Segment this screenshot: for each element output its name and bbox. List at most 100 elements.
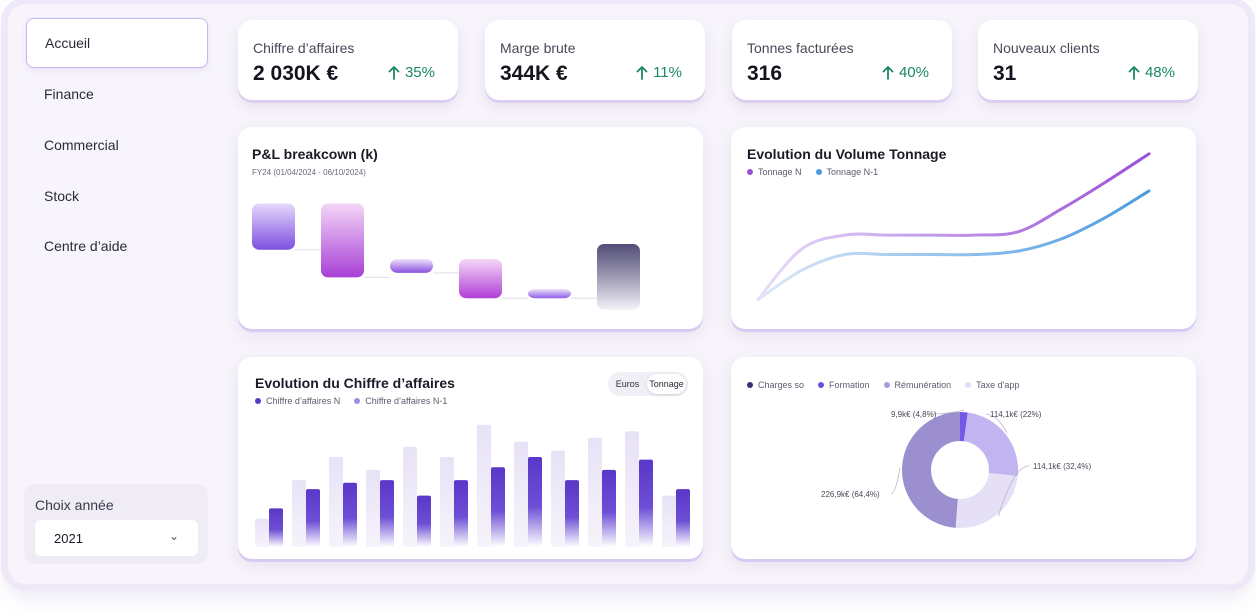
bar-revenue-n [676,489,690,547]
legend-dot [747,169,753,175]
sidebar-item-label: Finance [44,86,94,102]
kpi-trend-value: 48% [1144,64,1175,81]
arrow-up-icon [636,65,648,80]
donut-label-leader [930,409,965,415]
kpi-value: 2 030K € [253,62,339,85]
bar-revenue-n [639,459,653,547]
series-line-tonnage-n [756,152,1151,302]
kpi-label: Chiffre d’affaires [253,40,355,56]
waterfall-bar [459,258,502,299]
bar-revenue-n1 [366,469,380,547]
bar-revenue-n1 [292,480,306,547]
legend-item: Tonnage N [747,167,802,177]
kpi-trend: 40% [882,64,929,81]
bar-revenue-n1 [403,446,417,547]
arrow-up-icon [388,65,400,80]
year-select-value: 2021 [54,530,83,546]
legend-label: Rémunération [894,380,952,390]
chart-title: Evolution du Chiffre d’affaires [255,375,455,391]
waterfall-bar [252,203,295,250]
donut-slice-label: 9,9k€ (4,8%) [891,410,937,419]
bar-revenue-n1 [588,437,602,547]
legend-label: Tonnage N [758,167,802,177]
bar-revenue-n1 [662,495,676,547]
donut-slice [963,412,1018,477]
kpi-label: Nouveaux clients [993,40,1100,56]
donut-slice-label: 226,9k€ (64,4%) [821,490,880,499]
kpi-trend: 11% [636,64,682,81]
bar-revenue-n1 [514,441,528,547]
legend-item: Chiffre d’affaires N-1 [354,396,447,406]
bar-revenue-n [380,480,394,547]
legend-label: Chiffre d’affaires N [266,396,341,406]
bar-revenue-n1 [329,457,343,547]
legend-item: Chiffre d’affaires N [255,396,340,406]
legend-item: Tonnage N-1 [815,167,879,177]
arrow-up-icon [1128,65,1140,80]
kpi-trend-value: 11% [653,64,682,81]
donut-slice [960,412,968,442]
pl-breakdown-card: P&L breakcown (k) FY24 (01/04/2024 - 06/… [238,127,703,329]
bar-revenue-n [306,489,320,547]
waterfall-bar [390,258,433,273]
sidebar-item-finance[interactable]: Finance [26,69,208,119]
charges-donut-chart: 226,9k€ (64,4%) 9,9k€ (4,8%) 114,1k€ (22%)… [821,409,1091,528]
bar-revenue-n [269,508,283,547]
chart-legend: Tonnage N Tonnage N-1 [747,167,878,177]
year-picker-panel: Choix année 2021 ⌄ [24,484,208,564]
chart-legend: Charges so Formation Rémunération Taxe d… [747,380,1019,390]
bar-revenue-n1 [625,431,639,547]
bar-revenue-n [417,495,431,547]
bar-revenue-n1 [551,450,565,547]
bar-revenue-n1 [255,518,269,547]
legend-label: Formation [829,380,870,390]
year-picker-label: Choix année [35,497,114,513]
legend-label: Tonnage N-1 [826,167,879,177]
year-select[interactable]: 2021 ⌄ [35,520,198,556]
sidebar-item-label: Commercial [44,137,119,153]
kpi-value: 316 [747,62,783,85]
series-line-tonnage-n1 [756,189,1151,302]
bar-revenue-n [343,482,357,547]
sidebar-item-label: Accueil [45,35,91,51]
legend-label: Chiffre d’affaires N-1 [365,396,448,406]
kpi-value: 31 [993,62,1017,85]
bar-revenue-n [565,480,579,547]
sidebar-item-centre-aide[interactable]: Centre d’aide [26,221,208,271]
sidebar-item-commercial[interactable]: Commercial [26,120,208,170]
kpi-label: Marge brute [500,40,576,56]
tonnage-volume-card: Evolution du Volume Tonnage Tonnage N To… [731,127,1196,329]
kpi-trend: 48% [1128,64,1175,81]
donut-label-leader [985,413,1008,434]
donut-slice-label: 114,1k€ (22%) [990,410,1042,419]
legend-label: Taxe d'app [976,380,1020,390]
donut-slice-label: 114,1k€ (32,4%) [1033,462,1091,471]
chart-subtitle: FY24 (01/04/2024 - 06/10/2024) [252,168,366,177]
legend-label: Charges so [758,380,805,390]
kpi-trend-value: 35% [404,64,435,81]
arrow-up-icon [882,65,894,80]
kpi-trend-value: 40% [898,64,929,81]
legend-dot [883,382,890,388]
legend-item: Rémunération [883,380,952,390]
revenue-evolution-card: Evolution du Chiffre d’affaires Chiffre … [238,357,703,559]
donut-label-leader [890,467,901,495]
legend-dot [255,398,261,404]
waterfall-chart [252,203,640,310]
bar-revenue-n [491,467,505,547]
toggle-euros[interactable]: Euros [615,379,640,389]
chart-legend: Chiffre d’affaires N Chiffre d’affaires … [255,396,447,406]
sidebar-item-label: Centre d’aide [44,238,128,254]
toggle-tonnage[interactable]: Tonnage [647,374,686,394]
kpi-card-chiffre-affaires: Chiffre d’affaires 2 030K € 35% [238,20,458,100]
tonnage-line-chart [756,152,1151,302]
donut-slice [902,412,960,528]
sidebar-item-stock[interactable]: Stock [26,171,208,221]
waterfall-bar [597,243,640,310]
legend-item: Formation [818,380,870,390]
waterfall-bar [528,288,571,299]
donut-label-leader [998,465,1030,517]
legend-dot [818,382,825,388]
sidebar-item-accueil[interactable]: Accueil [26,18,208,68]
kpi-card-nouveaux-clients: Nouveaux clients 31 48% [978,20,1198,100]
